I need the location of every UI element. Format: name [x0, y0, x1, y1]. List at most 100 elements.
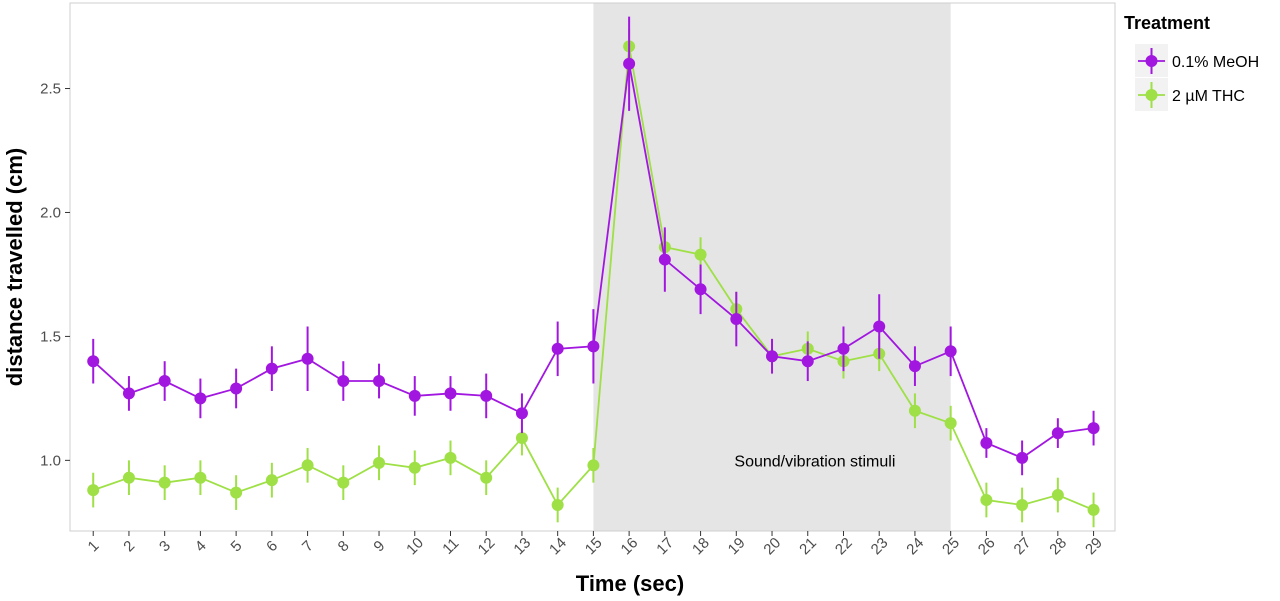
data-point — [301, 352, 314, 365]
data-point — [373, 375, 386, 388]
x-tick-label: 18 — [689, 534, 713, 558]
data-point — [730, 313, 743, 326]
x-tick-label: 6 — [263, 537, 281, 555]
data-point — [873, 320, 886, 333]
data-point — [587, 459, 600, 472]
stimulus-region — [593, 3, 951, 531]
y-tick-label: 2.0 — [40, 204, 61, 221]
x-tick-label: 23 — [868, 534, 892, 558]
x-tick-label: 29 — [1082, 534, 1106, 558]
data-point — [230, 486, 243, 499]
x-tick-label: 27 — [1011, 534, 1035, 558]
data-point — [337, 375, 350, 388]
legend-key-point — [1145, 89, 1158, 101]
x-tick-label: 13 — [510, 534, 534, 558]
data-point — [908, 360, 921, 373]
data-point — [337, 476, 350, 489]
data-point — [480, 471, 493, 484]
x-tick-label: 8 — [335, 537, 353, 555]
data-point — [230, 382, 243, 395]
data-point — [194, 392, 207, 405]
x-tick-label: 25 — [939, 534, 963, 558]
x-tick-label: 12 — [475, 534, 499, 558]
data-point — [980, 494, 993, 507]
legend-title: Treatment — [1124, 13, 1210, 33]
y-tick-label: 2.5 — [40, 81, 61, 98]
data-point — [444, 387, 457, 400]
data-point — [194, 471, 207, 484]
data-point — [1087, 503, 1100, 516]
data-point — [1087, 422, 1100, 435]
data-point — [587, 340, 600, 353]
legend-key-meoh — [1138, 48, 1165, 74]
data-point — [944, 345, 957, 358]
data-point — [158, 476, 171, 489]
data-point — [87, 355, 100, 368]
data-point — [87, 484, 100, 497]
data-point — [944, 417, 957, 430]
plot-border — [69, 2, 1116, 532]
legend-label-meoh: 0.1% MeOH — [1172, 54, 1259, 71]
legend-key-point — [1145, 55, 1158, 67]
x-tick-label: 3 — [156, 537, 174, 555]
data-point — [1016, 451, 1029, 464]
x-tick-label: 7 — [299, 537, 317, 555]
legend-label-thc: 2 µM THC — [1172, 88, 1245, 105]
x-tick-label: 4 — [192, 537, 210, 555]
x-tick-label: 16 — [618, 534, 642, 558]
data-point — [908, 404, 921, 417]
x-tick-label: 20 — [760, 534, 784, 558]
data-point — [551, 342, 564, 355]
data-point — [122, 471, 135, 484]
x-tick-label: 9 — [370, 537, 388, 555]
series-thc — [87, 29, 1100, 528]
y-tick-label: 1.0 — [40, 452, 61, 469]
series-layer — [87, 16, 1100, 528]
data-point — [1051, 427, 1064, 440]
data-point — [694, 248, 707, 261]
x-tick-label: 5 — [228, 537, 246, 555]
data-point — [444, 451, 457, 464]
x-tick-label: 24 — [903, 534, 927, 558]
data-point — [623, 57, 636, 70]
x-tick-label: 22 — [832, 534, 856, 558]
x-tick-label: 21 — [796, 534, 820, 558]
x-tick-label: 14 — [546, 534, 570, 558]
data-point — [265, 362, 278, 375]
data-point — [122, 387, 135, 400]
x-axis-title: Time (sec) — [576, 571, 684, 596]
x-tick-label: 2 — [120, 537, 138, 555]
data-point — [515, 432, 528, 445]
data-point — [694, 283, 707, 296]
data-point — [373, 456, 386, 469]
series-meoh — [87, 16, 1100, 476]
stimulus-annotation: Sound/vibration stimuli — [734, 453, 895, 470]
y-tick-label: 1.5 — [40, 328, 61, 345]
data-point — [980, 437, 993, 449]
data-point — [766, 350, 779, 363]
x-tick-label: 1 — [85, 537, 103, 555]
data-point — [837, 342, 850, 355]
data-point — [408, 389, 421, 402]
data-point — [551, 498, 564, 511]
data-point — [301, 459, 314, 472]
y-axis: 1.0 1.5 2.0 2.5 — [40, 81, 70, 469]
data-point — [480, 389, 493, 402]
data-point — [658, 253, 671, 266]
data-point — [408, 461, 421, 474]
legend-key-thc — [1138, 82, 1165, 108]
x-tick-label: 15 — [582, 534, 606, 558]
data-point — [158, 375, 171, 388]
x-tick-label: 17 — [653, 534, 677, 558]
x-axis: 1 2 3 4 5 6 7 8 9 10 11 12 13 14 15 16 17 18 19 20 21 22 23 24 2… — [85, 531, 1106, 558]
y-axis-title: distance travelled (cm) — [2, 148, 27, 386]
data-point — [265, 474, 278, 487]
data-point — [1051, 489, 1064, 502]
legend: Treatment 0.1% MeOH 2 µM THC — [1124, 13, 1259, 111]
data-point — [515, 407, 528, 420]
data-point — [801, 355, 814, 368]
x-tick-label: 19 — [725, 534, 749, 558]
x-tick-label: 10 — [403, 534, 427, 558]
x-tick-label: 11 — [439, 535, 462, 558]
